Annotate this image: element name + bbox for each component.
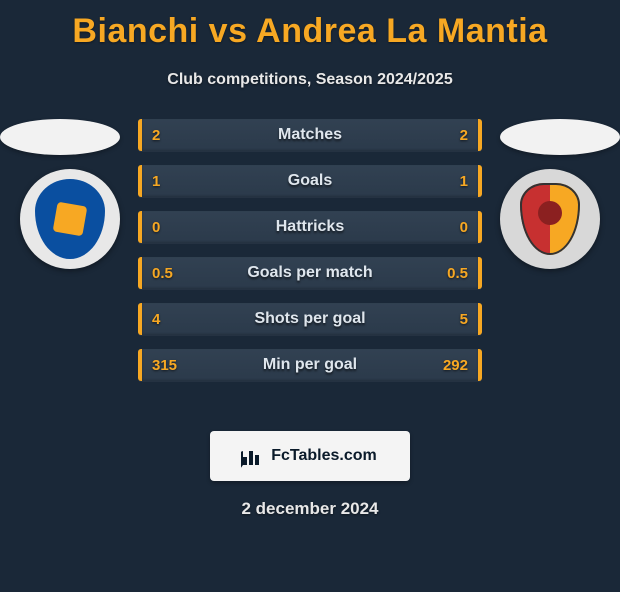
player-placeholder-left [0,119,120,155]
stat-label: Goals per match [142,264,478,282]
club-crest-right [500,169,600,269]
page-title: Bianchi vs Andrea La Mantia [0,12,620,51]
stat-label: Matches [142,126,478,144]
stat-row-hattricks: 0 Hattricks 0 [138,211,482,243]
attribution-text: FcTables.com [271,447,377,465]
stat-label: Min per goal [142,356,478,374]
attribution-badge: FcTables.com [210,431,410,481]
stats-list: 2 Matches 2 1 Goals 1 0 Hattricks 0 0.5 … [138,119,482,381]
date-label: 2 december 2024 [0,499,620,519]
club-crest-right-shield [520,183,580,255]
comparison-area: 2 Matches 2 1 Goals 1 0 Hattricks 0 0.5 … [0,109,620,419]
stat-row-goals: 1 Goals 1 [138,165,482,197]
player-placeholder-right [500,119,620,155]
stat-label: Hattricks [142,218,478,236]
club-crest-left-shield [35,179,105,259]
chart-icon [243,447,265,465]
stat-label: Shots per goal [142,310,478,328]
stat-label: Goals [142,172,478,190]
stat-row-min-per-goal: 315 Min per goal 292 [138,349,482,381]
stat-row-goals-per-match: 0.5 Goals per match 0.5 [138,257,482,289]
subtitle: Club competitions, Season 2024/2025 [0,71,620,89]
club-crest-left [20,169,120,269]
stat-row-matches: 2 Matches 2 [138,119,482,151]
stat-row-shots-per-goal: 4 Shots per goal 5 [138,303,482,335]
